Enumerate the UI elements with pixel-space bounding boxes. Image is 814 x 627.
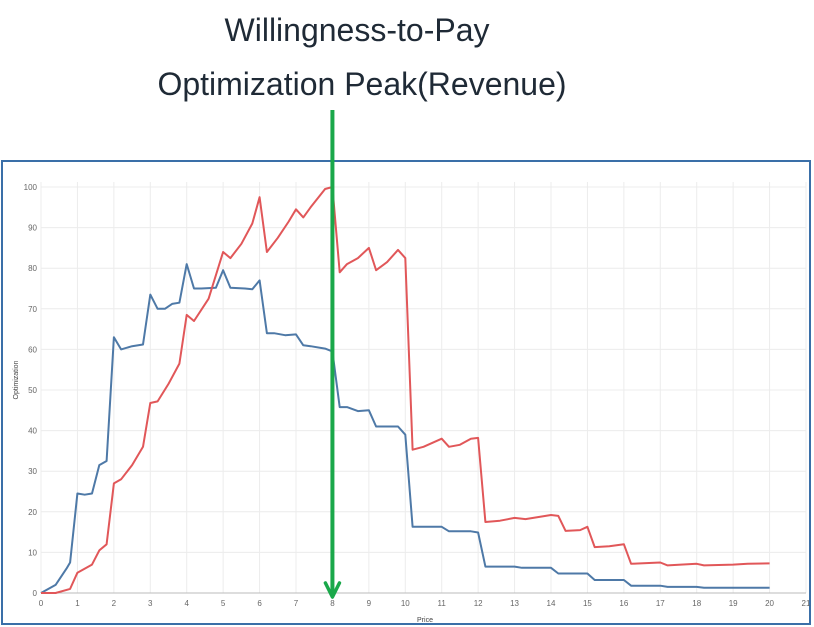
chart-title-line-2: Optimization Peak(Revenue) xyxy=(157,66,567,102)
series-lines xyxy=(40,186,770,594)
series-line-1 xyxy=(40,263,770,594)
x-tick-label: 10 xyxy=(401,599,410,608)
x-tick-label: 13 xyxy=(510,599,519,608)
chart-title-line-1: Willingness-to-Pay xyxy=(224,12,490,48)
x-tick-label: 0 xyxy=(39,599,44,608)
marker-arrowhead xyxy=(323,581,342,599)
y-tick-labels: 0 10 20 30 40 50 60 70 80 90 100 xyxy=(24,183,38,598)
x-tick-label: 16 xyxy=(619,599,628,608)
y-tick-label: 10 xyxy=(28,548,37,557)
y-tick-label: 100 xyxy=(24,183,38,192)
y-tick-label: 80 xyxy=(28,264,37,273)
series-line-2 xyxy=(41,186,770,594)
x-tick-label: 19 xyxy=(729,599,738,608)
y-tick-label: 70 xyxy=(28,305,37,314)
x-tick-label: 12 xyxy=(474,599,483,608)
x-tick-label: 7 xyxy=(294,599,299,608)
x-tick-label: 21 xyxy=(802,599,811,608)
y-tick-label: 20 xyxy=(28,508,37,517)
y-axis-title: Optimization xyxy=(13,360,20,399)
chart-frame xyxy=(1,160,811,625)
gridlines xyxy=(40,182,807,594)
x-tick-label: 6 xyxy=(257,599,262,608)
peak-marker-arrow xyxy=(323,110,342,599)
x-axis-title: Price xyxy=(417,617,433,624)
x-tick-label: 8 xyxy=(330,599,335,608)
x-tick-label: 18 xyxy=(692,599,701,608)
x-tick-label: 1 xyxy=(75,599,80,608)
x-tick-label: 3 xyxy=(148,599,153,608)
y-tick-label: 50 xyxy=(28,386,37,395)
y-tick-label: 40 xyxy=(28,427,37,436)
x-tick-label: 20 xyxy=(765,599,774,608)
y-tick-label: 90 xyxy=(28,224,37,233)
x-tick-label: 17 xyxy=(656,599,665,608)
x-tick-label: 4 xyxy=(184,599,189,608)
x-tick-label: 9 xyxy=(367,599,372,608)
y-tick-label: 60 xyxy=(28,345,37,354)
x-tick-label: 15 xyxy=(583,599,592,608)
x-tick-labels: 0 1 2 3 4 5 6 7 8 9 10 11 12 13 14 15 16 17 18 19 20 21 xyxy=(39,599,811,608)
y-tick-label: 30 xyxy=(28,467,37,476)
y-tick-label: 0 xyxy=(33,589,38,598)
x-tick-label: 14 xyxy=(547,599,556,608)
x-tick-label: 11 xyxy=(438,599,447,608)
x-tick-label: 5 xyxy=(221,599,226,608)
x-tick-label: 2 xyxy=(112,599,117,608)
